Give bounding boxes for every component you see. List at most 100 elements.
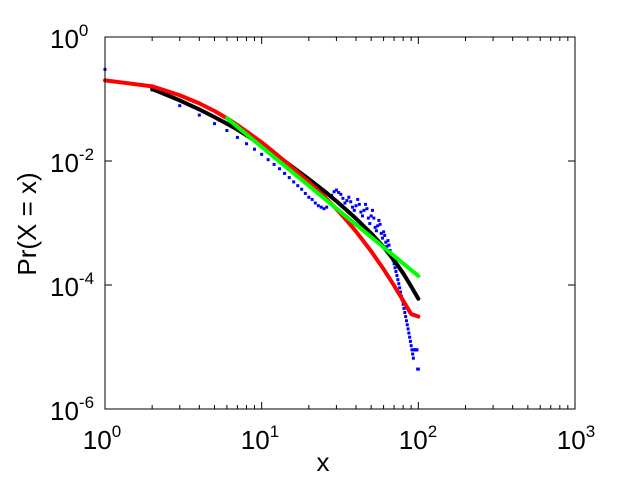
data-point-44 bbox=[362, 208, 366, 212]
data-point-20 bbox=[310, 197, 314, 201]
data-point-45 bbox=[364, 202, 367, 206]
data-point-23 bbox=[319, 205, 323, 209]
data-point-73 bbox=[396, 278, 400, 282]
data-point-10 bbox=[266, 158, 270, 162]
data-point-25 bbox=[325, 205, 329, 209]
data-point-32 bbox=[341, 196, 345, 200]
data-point-74 bbox=[397, 282, 401, 286]
y-tick-label-3: 10-6 bbox=[50, 393, 94, 426]
data-point-82 bbox=[404, 315, 408, 319]
plot-area bbox=[105, 37, 575, 409]
data-point-48 bbox=[368, 222, 372, 226]
y-tick-label-1: 10-2 bbox=[50, 145, 94, 178]
data-point-81 bbox=[403, 311, 407, 315]
data-point-43 bbox=[360, 214, 364, 218]
data-point-33 bbox=[343, 201, 347, 205]
data-point-49 bbox=[369, 214, 373, 218]
fit-line-3 bbox=[224, 116, 421, 278]
data-point-63 bbox=[386, 239, 390, 243]
data-point-13 bbox=[283, 171, 287, 175]
data-point-18 bbox=[303, 191, 307, 195]
data-point-4 bbox=[213, 122, 217, 126]
plot-frame bbox=[104, 36, 576, 410]
data-point-89 bbox=[409, 344, 413, 348]
data-point-34 bbox=[345, 199, 349, 203]
y-axis-label: Pr(X = x) bbox=[12, 172, 42, 275]
data-point-51 bbox=[372, 216, 376, 220]
data-point-59 bbox=[382, 230, 386, 234]
data-point-70 bbox=[393, 266, 397, 270]
data-point-53 bbox=[374, 229, 378, 233]
data-point-60 bbox=[383, 233, 387, 237]
data-point-21 bbox=[313, 201, 317, 205]
data-point-3 bbox=[197, 113, 201, 117]
data-point-16 bbox=[296, 184, 300, 188]
data-point-87 bbox=[408, 335, 412, 339]
data-point-24 bbox=[322, 207, 326, 211]
data-point-38 bbox=[352, 208, 356, 212]
data-point-30 bbox=[337, 191, 341, 195]
data-point-28 bbox=[332, 190, 336, 194]
x-axis-label: x bbox=[317, 447, 330, 477]
data-point-84 bbox=[405, 323, 409, 327]
data-point-46 bbox=[365, 207, 369, 211]
data-point-58 bbox=[380, 236, 384, 240]
x-tick-label-0: 100 bbox=[83, 422, 121, 455]
data-point-17 bbox=[300, 187, 304, 191]
data-point-64 bbox=[387, 243, 391, 247]
data-layer bbox=[103, 67, 421, 371]
y-tick-label-2: 10-4 bbox=[50, 269, 94, 302]
data-point-52 bbox=[373, 225, 377, 229]
data-point-7 bbox=[244, 142, 248, 146]
tick-layer bbox=[104, 36, 576, 410]
data-point-80 bbox=[402, 306, 406, 310]
data-point-42 bbox=[359, 210, 363, 214]
data-point-50 bbox=[371, 208, 375, 212]
data-point-14 bbox=[287, 176, 291, 180]
data-point-92 bbox=[411, 356, 415, 360]
data-point-86 bbox=[407, 331, 411, 335]
data-point-8 bbox=[253, 147, 256, 151]
data-point-76 bbox=[399, 290, 403, 294]
data-point-72 bbox=[395, 274, 399, 278]
fit-line-2 bbox=[103, 78, 421, 319]
x-tick-label-2: 102 bbox=[399, 422, 437, 455]
data-point-19 bbox=[307, 195, 311, 199]
data-point-5 bbox=[225, 129, 229, 133]
data-point-15 bbox=[292, 180, 296, 184]
data-point-97 bbox=[415, 348, 419, 352]
data-point-41 bbox=[357, 202, 361, 206]
x-tick-label-1: 101 bbox=[241, 422, 279, 455]
data-point-29 bbox=[334, 188, 338, 192]
x-tick-label-3: 103 bbox=[557, 422, 595, 455]
data-point-71 bbox=[394, 270, 398, 274]
data-point-31 bbox=[339, 192, 343, 196]
data-point-75 bbox=[398, 286, 402, 290]
data-point-56 bbox=[378, 222, 382, 226]
data-point-55 bbox=[377, 218, 381, 222]
data-point-35 bbox=[347, 195, 351, 199]
data-point-99 bbox=[416, 367, 420, 371]
data-point-47 bbox=[366, 216, 370, 220]
data-point-91 bbox=[411, 352, 415, 356]
data-point-39 bbox=[354, 204, 358, 208]
data-point-11 bbox=[272, 162, 276, 166]
y-tick-label-0: 100 bbox=[50, 21, 88, 54]
data-point-22 bbox=[316, 204, 320, 208]
fit-line-1 bbox=[150, 87, 421, 301]
data-point-12 bbox=[278, 167, 282, 171]
data-point-37 bbox=[351, 205, 354, 209]
data-point-54 bbox=[376, 224, 380, 228]
data-point-2 bbox=[178, 104, 182, 108]
data-point-40 bbox=[356, 197, 360, 201]
data-point-61 bbox=[384, 240, 388, 244]
data-point-90 bbox=[410, 348, 414, 352]
data-point-36 bbox=[349, 200, 353, 204]
data-point-6 bbox=[235, 135, 239, 139]
data-point-57 bbox=[379, 231, 383, 235]
data-point-85 bbox=[406, 327, 410, 331]
data-point-9 bbox=[260, 152, 264, 156]
data-point-62 bbox=[385, 244, 389, 248]
data-point-83 bbox=[404, 319, 408, 323]
